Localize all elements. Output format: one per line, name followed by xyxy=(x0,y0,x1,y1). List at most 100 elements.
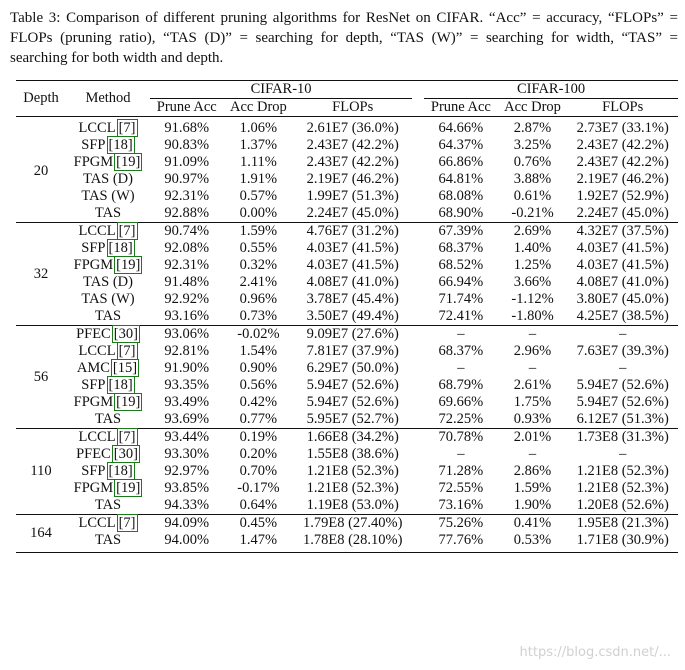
cifar100-acc-drop-cell: 2.01% xyxy=(513,429,552,445)
column-gap xyxy=(412,429,424,447)
citation-link[interactable]: [18] xyxy=(106,136,135,154)
cifar100-flops-cell: 4.32E7 (37.5%) xyxy=(576,223,669,239)
header-depth: Depth xyxy=(23,90,59,106)
depth-cell: 20 xyxy=(16,116,66,223)
cifar100-flops-cell: 1.95E8 (21.3%) xyxy=(576,515,669,531)
cifar10-flops-cell: 1.78E8 (28.10%) xyxy=(302,532,403,548)
cifar10-flops-cell: 2.61E7 (36.0%) xyxy=(306,120,399,136)
method-cell: TAS xyxy=(66,497,150,515)
column-gap xyxy=(412,394,424,411)
header-c10-acc-drop: Acc Drop xyxy=(230,99,287,115)
citation-link[interactable]: [19] xyxy=(114,393,143,411)
table-row: TAS 93.16% 0.73% 3.50E7 (49.4%) 72.41% -1.80%… xyxy=(16,308,678,326)
cifar100-acc-drop-cell: 0.76% xyxy=(513,154,552,170)
citation-link[interactable]: [15] xyxy=(110,359,140,377)
method-cell: LCCL [7] xyxy=(66,342,150,360)
cifar10-prune-acc-cell: 93.06% xyxy=(164,326,210,342)
cifar100-prune-acc-cell: 73.16% xyxy=(438,497,484,513)
method-name: TAS (W) xyxy=(81,188,135,204)
method-name: FPGM xyxy=(73,154,114,170)
cifar10-acc-drop-cell: -0.02% xyxy=(237,326,280,342)
cifar100-acc-drop-cell: 2.69% xyxy=(513,223,552,239)
cifar10-acc-drop-cell: 0.32% xyxy=(239,257,278,273)
citation-link[interactable]: [18] xyxy=(106,239,135,257)
column-gap xyxy=(412,257,424,274)
citation-link[interactable]: [30] xyxy=(111,445,140,463)
table-row: 20 LCCL [7] 91.68% 1.06% 2.61E7 (36.0%) 64.66%… xyxy=(16,116,678,223)
citation-link[interactable]: [18] xyxy=(106,462,135,480)
method-name: TAS (W) xyxy=(81,291,135,307)
cifar10-flops-cell: 3.50E7 (49.4%) xyxy=(306,308,399,324)
method-cell: SFP [18] xyxy=(66,462,150,480)
cifar100-prune-acc-cell: 72.55% xyxy=(438,480,484,496)
cifar100-prune-acc-cell: – xyxy=(457,326,465,342)
cifar10-prune-acc-cell: 91.68% xyxy=(164,120,210,136)
column-gap xyxy=(412,411,424,429)
cifar10-acc-drop-cell: 0.57% xyxy=(239,188,278,204)
citation-link[interactable]: [19] xyxy=(114,256,143,274)
cifar100-acc-drop-cell: 1.75% xyxy=(513,394,552,410)
cifar100-acc-drop-cell: 3.25% xyxy=(513,137,552,153)
cifar100-flops-cell: 1.20E8 (52.6%) xyxy=(576,497,669,513)
column-gap xyxy=(412,463,424,480)
header-cifar10: CIFAR-10 xyxy=(150,80,413,99)
citation-number: 30 xyxy=(118,446,134,462)
method-cell: TAS xyxy=(66,411,150,429)
method-cell: LCCL [7] xyxy=(66,117,150,137)
table-row: TAS (D) 90.97% 1.91% 2.19E7 (46.2%) 64.81% 3.… xyxy=(16,171,678,188)
cifar10-flops-cell: 2.24E7 (45.0%) xyxy=(306,205,399,221)
cifar100-flops-cell: 4.03E7 (41.5%) xyxy=(576,240,669,256)
cifar10-prune-acc-cell: 92.81% xyxy=(164,343,210,359)
cifar10-prune-acc-cell: 93.16% xyxy=(164,308,210,324)
table-row: FPGM [19] 91.09% 1.11% 2.43E7 (42.2%) 66.86% 0… xyxy=(16,153,678,171)
cifar100-acc-drop-cell: 1.40% xyxy=(513,240,552,256)
cifar10-acc-drop-cell: 0.90% xyxy=(239,360,278,376)
cifar100-flops-cell: 6.12E7 (51.3%) xyxy=(576,411,669,427)
citation-link[interactable]: [18] xyxy=(106,376,135,394)
cifar10-flops-cell: 1.99E7 (51.3%) xyxy=(306,188,399,204)
cifar10-prune-acc-cell: 90.97% xyxy=(164,171,210,187)
citation-link[interactable]: [7] xyxy=(116,119,138,137)
column-gap xyxy=(412,515,424,533)
method-name: TAS xyxy=(94,205,122,221)
citation-link[interactable]: [19] xyxy=(114,479,143,497)
cifar10-flops-cell: 1.21E8 (52.3%) xyxy=(306,480,399,496)
column-gap xyxy=(412,480,424,497)
cifar10-acc-drop-cell: 0.45% xyxy=(239,515,278,531)
cifar10-flops-cell: 2.43E7 (42.2%) xyxy=(306,154,399,170)
method-cell: TAS xyxy=(66,532,150,553)
citation-link[interactable]: [7] xyxy=(116,428,138,446)
method-name: PFEC xyxy=(76,446,111,462)
citation-link[interactable]: [7] xyxy=(116,342,138,360)
cifar10-prune-acc-cell: 94.00% xyxy=(164,532,210,548)
method-cell: TAS (W) xyxy=(66,188,150,205)
citation-number: 18 xyxy=(113,240,128,256)
cifar100-flops-cell: – xyxy=(619,360,627,376)
cifar10-acc-drop-cell: 1.11% xyxy=(239,154,277,170)
citation-link[interactable]: [30] xyxy=(111,325,140,343)
citation-number: 15 xyxy=(117,360,133,376)
cifar10-acc-drop-cell: 1.47% xyxy=(239,532,278,548)
cifar10-flops-cell: 5.94E7 (52.6%) xyxy=(306,377,399,393)
citation-link[interactable]: [7] xyxy=(116,514,138,532)
cifar10-flops-cell: 4.03E7 (41.5%) xyxy=(306,257,399,273)
cifar100-flops-cell: 5.94E7 (52.6%) xyxy=(576,377,669,393)
cifar100-prune-acc-cell: – xyxy=(457,360,465,376)
citation-number: 18 xyxy=(113,463,128,479)
method-cell: TAS (D) xyxy=(66,171,150,188)
column-gap xyxy=(412,377,424,394)
header-method: Method xyxy=(85,90,131,106)
cifar100-flops-cell: 7.63E7 (39.3%) xyxy=(576,343,669,359)
header-c10-flops: FLOPs xyxy=(332,99,374,115)
results-table: Depth Method CIFAR-10 CIFAR-100 Prune Ac… xyxy=(16,80,678,553)
citation-number: 19 xyxy=(121,394,136,410)
cifar100-flops-cell: 2.73E7 (33.1%) xyxy=(576,120,669,136)
cifar10-acc-drop-cell: 0.73% xyxy=(239,308,278,324)
citation-link[interactable]: [7] xyxy=(116,222,138,240)
method-name: FPGM xyxy=(73,480,114,496)
method-cell: LCCL [7] xyxy=(66,222,150,240)
citation-link[interactable]: [19] xyxy=(114,153,143,171)
cifar10-flops-cell: 1.79E8 (27.40%) xyxy=(302,515,403,531)
method-name: TAS xyxy=(94,411,122,427)
table-row: TAS 93.69% 0.77% 5.95E7 (52.7%) 72.25% 0.93% 6… xyxy=(16,411,678,429)
